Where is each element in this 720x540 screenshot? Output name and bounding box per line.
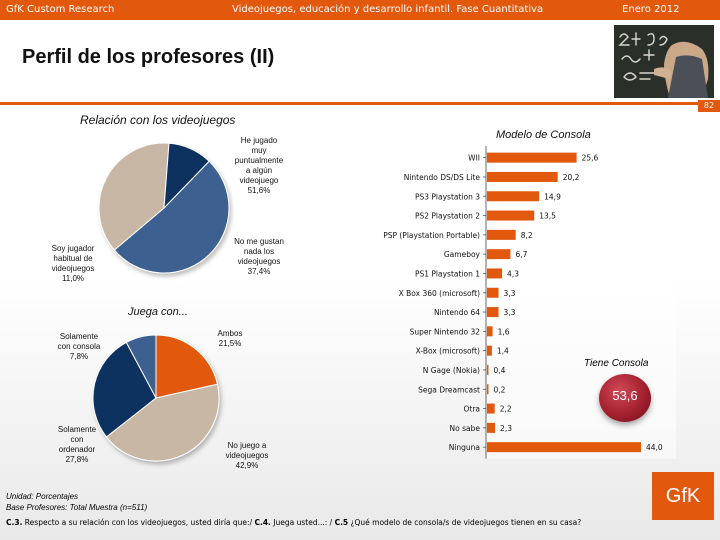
bar-value-label: 0,4 xyxy=(494,366,506,375)
bar-category-label: Gameboy xyxy=(444,250,481,259)
bar-category-label: Otra xyxy=(463,405,480,414)
bar-value-label: 44,0 xyxy=(646,443,663,452)
bar-value-label: 14,9 xyxy=(544,192,561,201)
bar xyxy=(487,326,493,337)
footnotes: Unidad: Porcentajes Base Profesores: Tot… xyxy=(6,491,147,513)
juega-title: Juega con... xyxy=(128,306,188,318)
bar-category-label: PS1 Playstation 1 xyxy=(415,269,480,278)
bar xyxy=(487,345,492,356)
pie-slice-none xyxy=(105,383,220,462)
tiene-consola-label: Tiene Consola xyxy=(584,358,649,369)
footnote-base: Base Profesores: Total Muestra (n=511) xyxy=(6,503,148,512)
bar xyxy=(487,191,540,202)
bar-category-label: PSP (Playstation Portable) xyxy=(383,231,480,240)
tiene-consola-value: 53,6 xyxy=(612,388,638,403)
bar xyxy=(487,384,489,395)
header-company: GfK Custom Research xyxy=(6,4,115,15)
bar-category-label: Super Nintendo 32 xyxy=(410,327,481,336)
bar-value-label: 4,3 xyxy=(507,269,519,278)
bar xyxy=(487,268,503,279)
header-date: Enero 2012 xyxy=(622,4,680,15)
bar-category-label: Ninguna xyxy=(449,443,480,452)
bar xyxy=(487,403,495,414)
bar-category-label: No sabe xyxy=(450,424,481,433)
bar xyxy=(487,307,499,318)
pie-relacion xyxy=(98,142,230,274)
bar-value-label: 3,3 xyxy=(504,289,516,298)
modelo-title: Modelo de Consola xyxy=(496,129,591,141)
bar-value-label: 2,3 xyxy=(500,424,512,433)
bar-category-label: Nintendo DS/DS Lite xyxy=(404,173,481,182)
label-both: Ambos 21,5% xyxy=(217,329,243,348)
bar xyxy=(487,249,511,260)
bar-value-label: 3,3 xyxy=(504,308,516,317)
label-none: No juego a videojuegos 42,9% xyxy=(225,441,269,470)
bar-category-label: X-Box (microsoft) xyxy=(416,347,480,356)
bar xyxy=(487,152,577,163)
bar-value-label: 1,4 xyxy=(497,347,509,356)
bar-value-label: 25,6 xyxy=(582,154,599,163)
chalkboard-photo xyxy=(614,25,714,98)
footnote-unit: Unidad: Porcentajes xyxy=(6,492,79,501)
pie-slice-computer xyxy=(92,341,157,438)
bar xyxy=(487,210,535,221)
bar-value-label: 13,5 xyxy=(539,212,556,221)
pie-slice-habitual xyxy=(163,142,210,210)
bar-value-label: 0,2 xyxy=(494,385,506,394)
page-number: 82 xyxy=(698,100,720,112)
pie-slice-both xyxy=(155,334,219,399)
bar-value-label: 2,2 xyxy=(500,405,512,414)
label-played: He jugado muy puntualmente a algún video… xyxy=(234,136,284,195)
relacion-title: Relación con los videojuegos xyxy=(80,113,236,127)
bar-value-label: 1,6 xyxy=(498,327,510,336)
bar-category-label: N Gage (Nokia) xyxy=(423,366,480,375)
bar-category-label: PS3 Playstation 3 xyxy=(415,192,480,201)
bar-value-label: 8,2 xyxy=(521,231,533,240)
bar xyxy=(487,171,558,182)
bar-category-label: WII xyxy=(468,154,480,163)
title-divider xyxy=(0,102,720,105)
pie-juega xyxy=(92,334,220,462)
bar-category-label: Sega Dreamcast xyxy=(418,385,480,394)
bar-value-label: 20,2 xyxy=(563,173,580,182)
bar-category-label: Nintendo 64 xyxy=(434,308,480,317)
pie-slice-played xyxy=(113,160,230,274)
footnote-questions: C.3. Respecto a su relación con los vide… xyxy=(6,518,582,527)
bar xyxy=(487,364,489,375)
bar xyxy=(487,442,641,453)
bar xyxy=(487,422,496,433)
bar xyxy=(487,287,499,298)
pie-slice-dislike xyxy=(98,142,170,251)
bar-category-label: PS2 Playstation 2 xyxy=(415,212,480,221)
label-habitual: Soy jugador habitual de videojuegos 11,0… xyxy=(51,244,95,283)
pie-slice-console xyxy=(125,334,157,399)
label-computer: Solamente con ordenador 27,8% xyxy=(57,425,97,464)
label-dislike: No me gustan nada los videojuegos 37,4% xyxy=(234,237,284,276)
label-console: Solamente con consola 7,8% xyxy=(57,332,101,361)
page-title: Perfil de los profesores (II) xyxy=(22,46,275,68)
tiene-consola-badge: 53,6 xyxy=(599,374,651,422)
header-study: Videojuegos, educación y desarrollo infa… xyxy=(232,4,544,15)
gfk-logo: GfK xyxy=(652,472,714,520)
header-bar: GfK Custom Research Videojuegos, educaci… xyxy=(0,0,720,20)
bar xyxy=(487,229,516,240)
bar-value-label: 6,7 xyxy=(515,250,527,259)
bar-category-label: X Box 360 (microsoft) xyxy=(399,289,480,298)
